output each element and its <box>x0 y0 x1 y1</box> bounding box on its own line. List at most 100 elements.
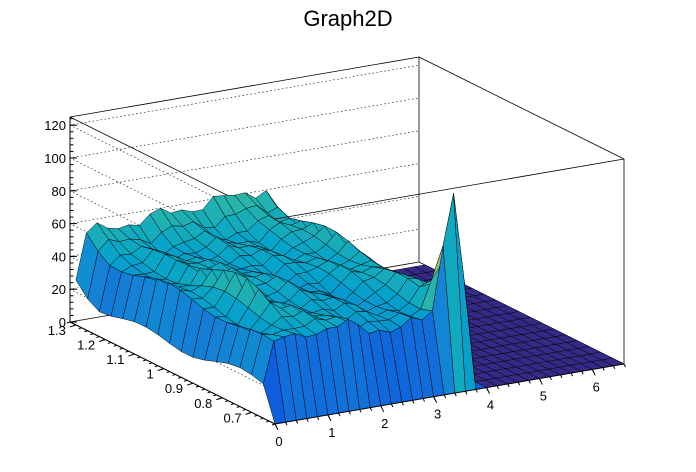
x-minor-tick <box>602 367 605 371</box>
x-minor-tick <box>454 392 457 397</box>
y-minor-tick <box>178 376 182 379</box>
x-minor-tick <box>274 423 277 428</box>
x-minor-tick <box>464 391 468 395</box>
x-minor-tick <box>316 416 320 420</box>
y-minor-tick <box>96 336 100 339</box>
y-minor-tick <box>224 400 229 403</box>
back-box-edge <box>69 56 420 118</box>
y-minor-tick <box>148 362 153 365</box>
y-minor-tick <box>242 408 246 411</box>
x-minor-tick <box>380 405 383 410</box>
x-tick-label: 2 <box>381 416 388 431</box>
z-tick-label: 60 <box>52 217 66 232</box>
x-minor-tick <box>390 403 394 408</box>
x-minor-tick <box>401 401 404 406</box>
z-tick-label: 100 <box>44 151 66 166</box>
x-minor-tick <box>581 371 584 375</box>
y-tick-label: 1.3 <box>48 323 66 338</box>
y-minor-tick <box>213 394 217 397</box>
x-tick-label: 1 <box>328 425 335 440</box>
y-minor-tick <box>119 347 123 350</box>
y-minor-tick <box>195 385 200 388</box>
y-tick-label: 0.7 <box>223 410 241 425</box>
x-axis-line <box>274 363 625 425</box>
y-minor-tick <box>113 344 118 347</box>
y-minor-tick <box>166 371 170 374</box>
y-minor-tick <box>172 373 176 376</box>
axes: 01234560.70.80.911.11.21.302040608010012… <box>44 117 626 449</box>
x-minor-tick <box>538 378 542 382</box>
x-minor-tick <box>570 372 574 377</box>
x-minor-tick <box>507 383 510 388</box>
y-minor-tick <box>183 379 188 382</box>
y-minor-tick <box>107 341 112 344</box>
x-tick-label: 3 <box>434 407 441 422</box>
x-minor-tick <box>327 414 330 419</box>
x-minor-tick <box>443 394 447 399</box>
x-minor-tick <box>560 374 563 379</box>
y-minor-tick <box>201 388 205 391</box>
y-minor-tick <box>154 365 159 368</box>
x-minor-tick <box>623 363 626 368</box>
y-minor-tick <box>265 420 270 423</box>
y-minor-tick <box>125 350 129 353</box>
y-minor-tick <box>90 333 94 336</box>
y-tick-label: 1.1 <box>106 352 124 367</box>
x-minor-tick <box>496 385 500 390</box>
y-tick-label: 0.8 <box>194 396 212 411</box>
x-tick-label: 5 <box>540 389 547 404</box>
x-minor-tick <box>412 400 415 404</box>
surface-mesh <box>75 190 625 425</box>
x-tick-label: 6 <box>593 379 600 394</box>
y-tick-label: 1 <box>146 367 153 382</box>
x-tick-label: 0 <box>275 434 282 449</box>
x-minor-tick <box>433 396 436 400</box>
y-minor-tick <box>189 382 194 385</box>
y-minor-tick <box>101 339 106 341</box>
x-minor-tick <box>422 398 426 402</box>
x-minor-tick <box>369 407 373 411</box>
y-minor-tick <box>84 330 88 333</box>
y-minor-tick <box>207 391 211 394</box>
y-minor-tick <box>78 327 82 330</box>
y-tick-label: 0.9 <box>165 381 183 396</box>
x-minor-tick <box>338 412 341 417</box>
front-box-edges <box>274 158 625 364</box>
x-minor-tick <box>295 420 299 424</box>
front-box-edge <box>274 158 625 220</box>
z-tick-label: 80 <box>52 184 66 199</box>
x-tick-label: 4 <box>487 398 494 413</box>
x-minor-tick <box>306 418 309 422</box>
x-minor-tick <box>475 389 478 393</box>
y-minor-tick <box>219 397 223 400</box>
z-tick-label: 0 <box>59 315 66 330</box>
z-tick-label: 20 <box>52 282 66 297</box>
y-axis-line <box>69 321 276 425</box>
y-minor-tick <box>142 359 147 362</box>
back-box-edge <box>418 56 625 160</box>
chart-title: Graph2D <box>303 6 392 31</box>
x-minor-tick <box>359 409 362 413</box>
y-tick-label: 1.2 <box>77 337 95 352</box>
x-minor-tick <box>612 365 616 370</box>
y-minor-tick <box>137 356 141 359</box>
x-minor-tick <box>528 380 531 384</box>
x-minor-tick <box>285 421 288 426</box>
y-minor-tick <box>271 423 276 426</box>
y-minor-tick <box>230 403 235 406</box>
y-minor-tick <box>160 368 164 371</box>
z-tick-label: 40 <box>52 249 66 264</box>
y-minor-tick <box>248 411 252 414</box>
y-minor-tick <box>260 417 264 420</box>
x-minor-tick <box>591 369 595 373</box>
y-minor-tick <box>66 321 71 324</box>
x-minor-tick <box>549 376 552 380</box>
y-minor-tick <box>236 406 241 408</box>
x-minor-tick <box>517 381 521 386</box>
x-minor-tick <box>486 387 489 391</box>
y-minor-tick <box>72 324 77 327</box>
y-minor-tick <box>131 353 135 356</box>
z-tick-label: 120 <box>44 118 66 133</box>
